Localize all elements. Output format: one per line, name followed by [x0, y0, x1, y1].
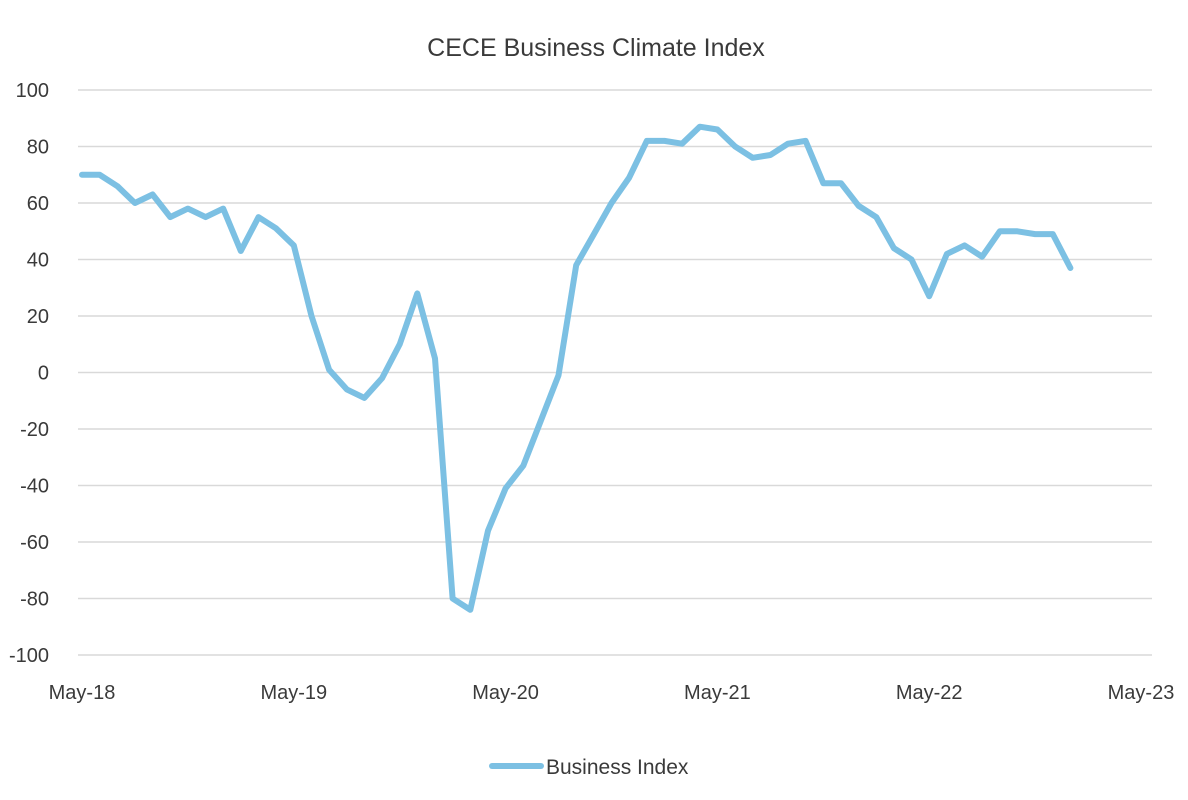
x-tick-label: May-22	[896, 682, 963, 704]
x-tick-label: May-19	[260, 682, 327, 704]
y-tick-label: 60	[27, 193, 49, 215]
y-tick-label: 80	[27, 137, 49, 159]
y-tick-label: -40	[20, 476, 49, 498]
y-tick-label: -20	[20, 419, 49, 441]
chart-title: CECE Business Climate Index	[427, 34, 765, 62]
y-tick-label: -60	[20, 532, 49, 554]
y-tick-label: 0	[38, 363, 49, 385]
legend: Business Index	[489, 756, 689, 779]
x-tick-label: May-23	[1108, 682, 1175, 704]
x-tick-label: May-21	[684, 682, 751, 704]
y-tick-label: -100	[9, 645, 49, 667]
grid-lines	[78, 89, 1152, 656]
x-tick-label: May-18	[49, 682, 116, 704]
y-tick-label: 100	[16, 80, 49, 102]
series-lines	[79, 123, 1074, 613]
x-axis-ticks: May-18 May-19 May-20 May-21 May-22 May-23	[49, 682, 1175, 704]
y-tick-label: -80	[20, 589, 49, 611]
legend-label: Business Index	[546, 756, 689, 779]
x-tick-label: May-20	[472, 682, 539, 704]
y-axis-ticks: 100 80 60 40 20 0 -20 -40 -60 -80 -100	[9, 80, 49, 667]
y-tick-label: 40	[27, 250, 49, 272]
series-line-business-index	[79, 123, 1074, 613]
y-tick-label: 20	[27, 306, 49, 328]
